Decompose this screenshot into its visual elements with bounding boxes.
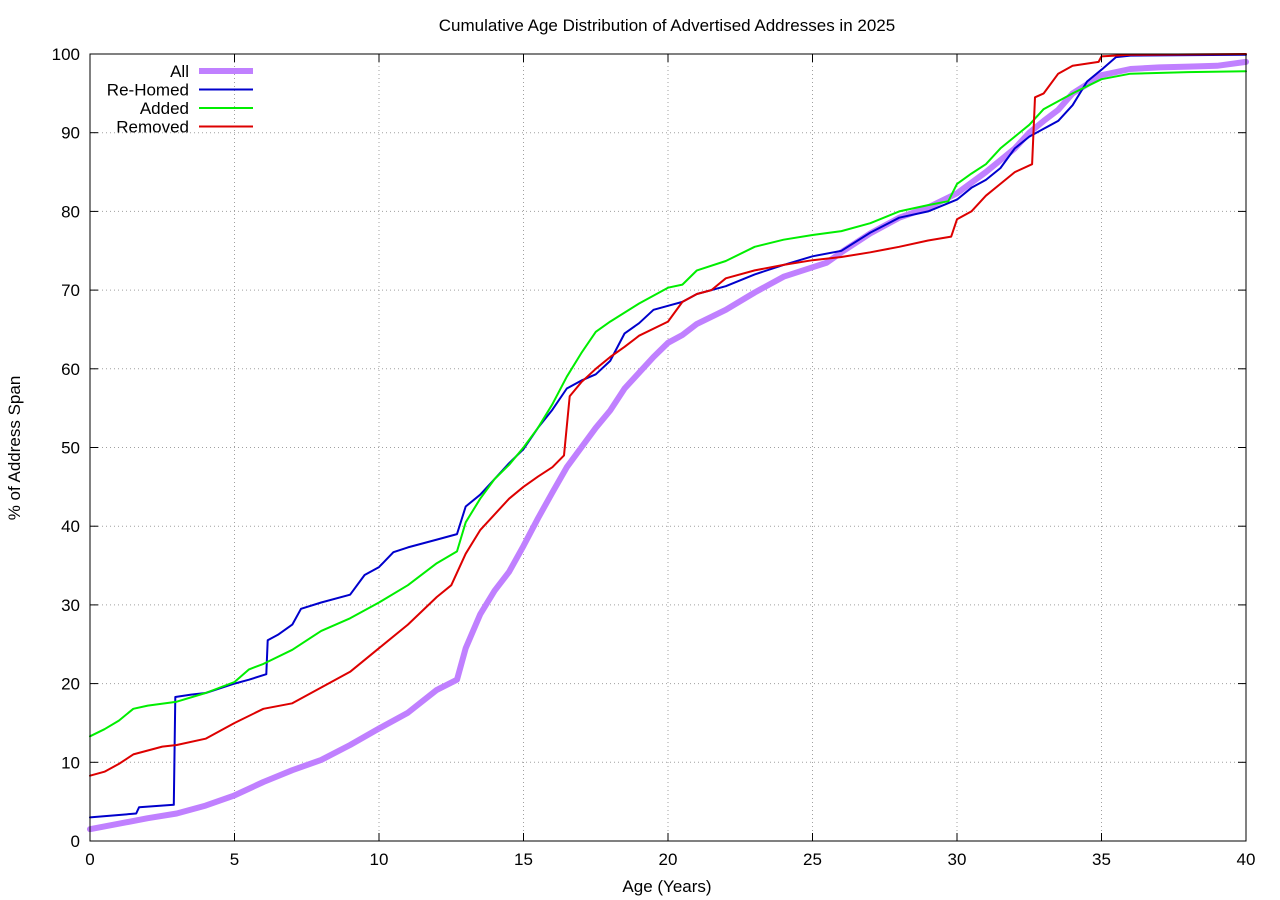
series-line-added: [89, 70, 1247, 738]
chart-title: Cumulative Age Distribution of Advertise…: [439, 16, 895, 35]
x-tick-label-20: 20: [659, 850, 678, 869]
legend-label-all: All: [170, 62, 189, 81]
legend-label-removed: Removed: [116, 118, 189, 137]
y-tick-label-100: 100: [52, 45, 80, 64]
grid-layer: [90, 54, 1246, 841]
y-tick-label-50: 50: [61, 439, 80, 458]
tick-layer: 0 5 10 15 20 25 30 35 40 0 10 20 30 40 50 60 70 80 90 100: [52, 45, 1256, 869]
y-tick-label-40: 40: [61, 517, 80, 536]
legend-label-re-homed: Re-Homed: [107, 81, 189, 100]
x-tick-label-5: 5: [230, 850, 239, 869]
series-layer: [87, 53, 1249, 833]
x-tick-label-35: 35: [1092, 850, 1111, 869]
x-axis-label: Age (Years): [622, 877, 711, 896]
x-tick-label-25: 25: [803, 850, 822, 869]
legend-label-added: Added: [140, 99, 189, 118]
series-line-removed: [89, 53, 1247, 777]
x-tick-label-40: 40: [1237, 850, 1256, 869]
x-tick-label-10: 10: [370, 850, 389, 869]
y-tick-label-20: 20: [61, 675, 80, 694]
y-tick-label-90: 90: [61, 124, 80, 143]
x-tick-label-0: 0: [85, 850, 94, 869]
y-axis-label: % of Address Span: [5, 376, 24, 521]
x-tick-label-30: 30: [948, 850, 967, 869]
x-tick-label-15: 15: [514, 850, 533, 869]
y-tick-label-30: 30: [61, 596, 80, 615]
series-line-re-homed: [89, 53, 1247, 819]
y-tick-label-80: 80: [61, 202, 80, 221]
y-tick-label-70: 70: [61, 281, 80, 300]
y-tick-label-60: 60: [61, 360, 80, 379]
y-tick-label-0: 0: [71, 832, 80, 851]
y-tick-label-10: 10: [61, 753, 80, 772]
